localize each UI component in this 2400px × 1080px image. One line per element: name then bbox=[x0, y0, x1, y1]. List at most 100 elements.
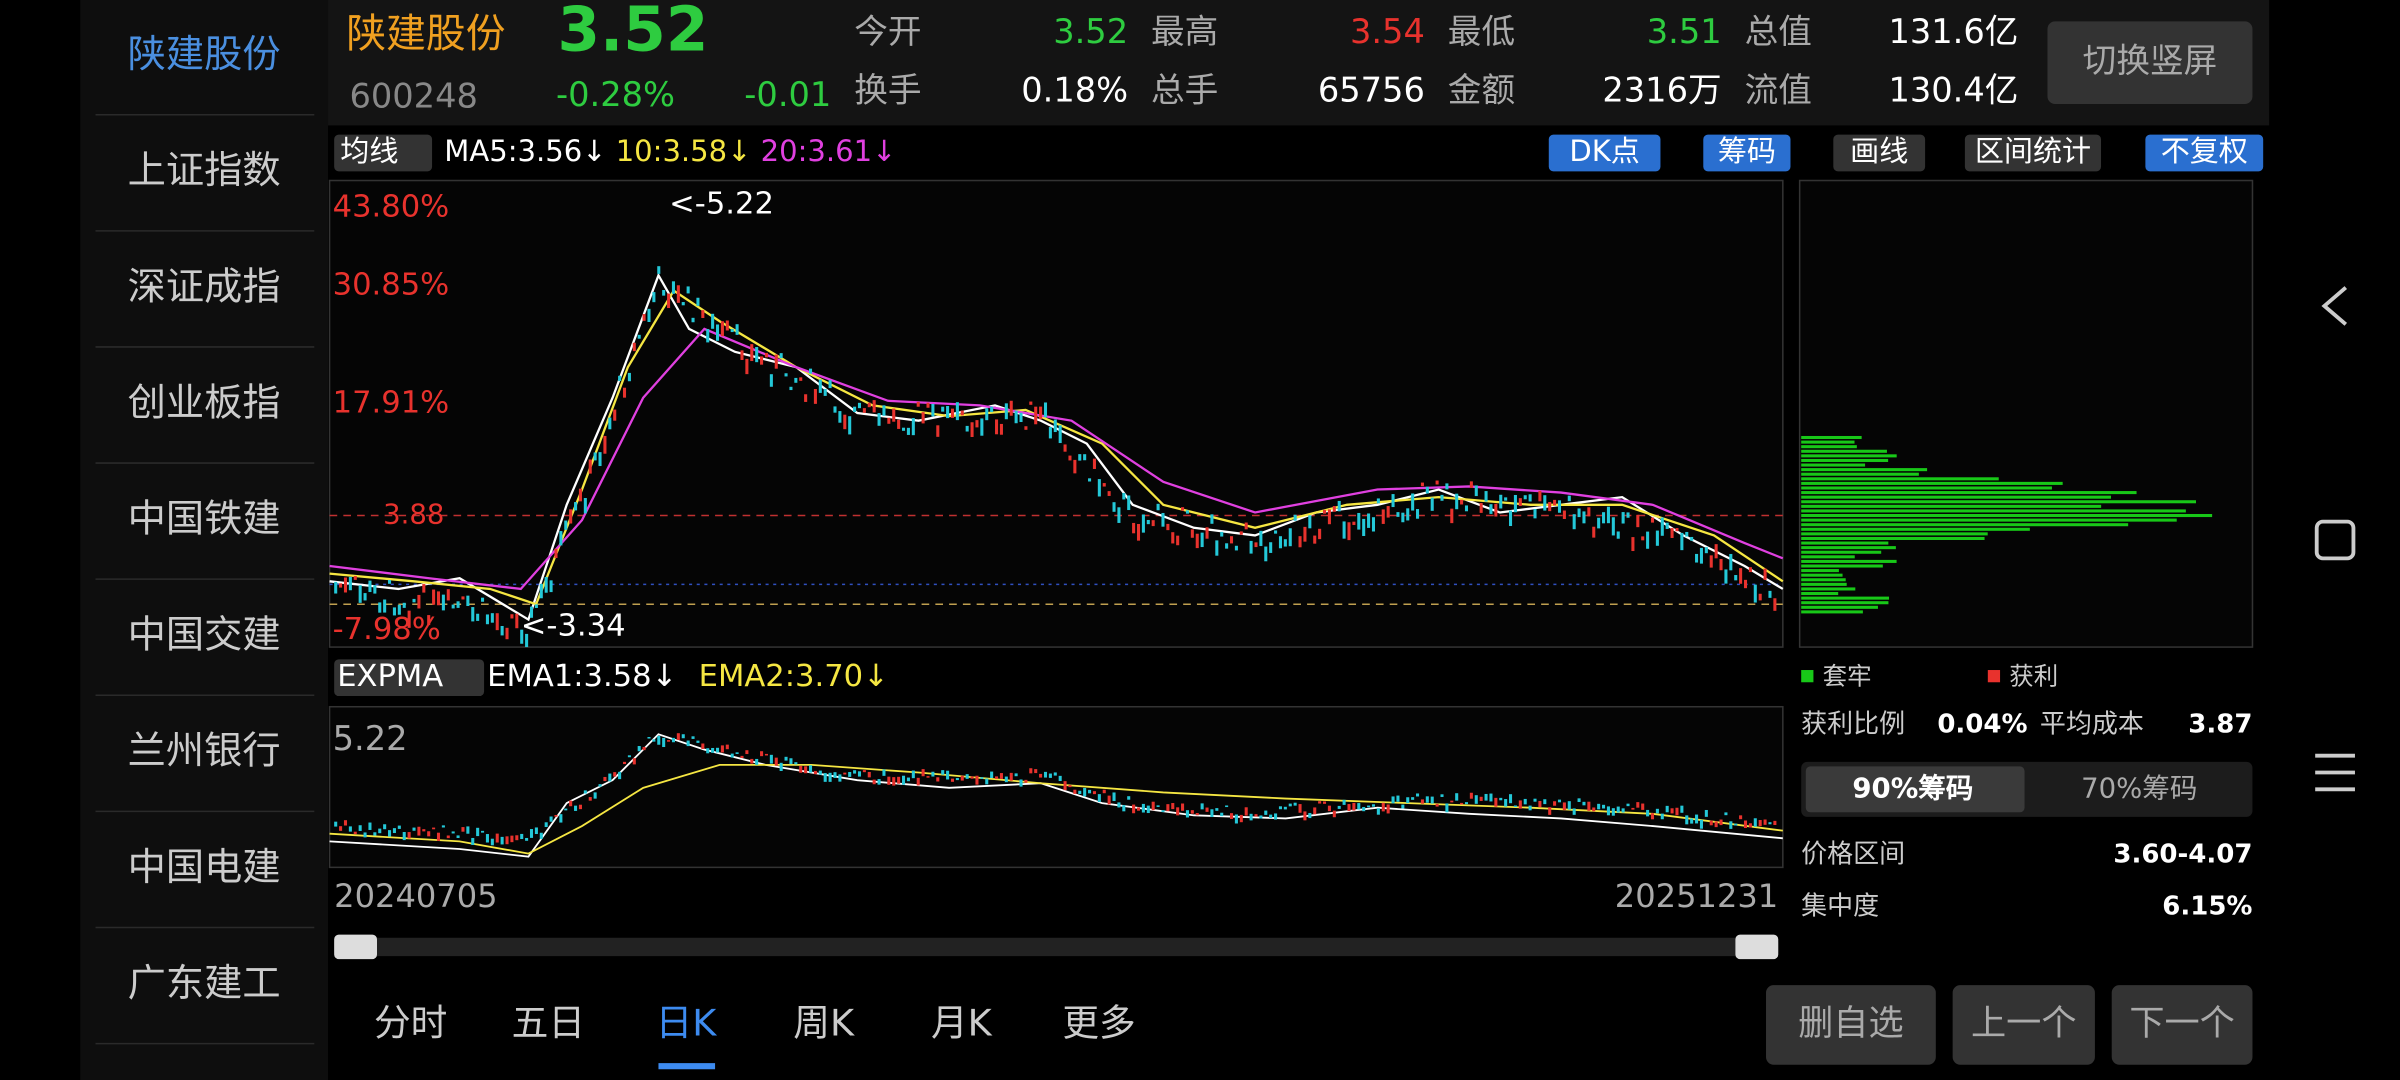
scroll-handle[interactable] bbox=[1735, 934, 1779, 960]
sidebar bbox=[80, 0, 329, 1080]
candle bbox=[1161, 512, 1165, 527]
tool-button[interactable] bbox=[1964, 134, 2102, 172]
candle bbox=[1587, 507, 1591, 517]
candle bbox=[412, 598, 416, 603]
candle bbox=[1278, 536, 1282, 549]
candle bbox=[1739, 568, 1743, 584]
candle bbox=[1460, 499, 1464, 505]
candle bbox=[1019, 779, 1023, 787]
candle bbox=[339, 826, 343, 831]
candle bbox=[1729, 821, 1733, 829]
candle bbox=[681, 302, 685, 306]
candle bbox=[1269, 542, 1273, 553]
candle bbox=[603, 776, 607, 782]
tab-active[interactable] bbox=[1805, 766, 2025, 813]
sidebar-item: 中国交建 bbox=[128, 614, 281, 658]
candle bbox=[1073, 459, 1077, 474]
bottom-tab[interactable]: 五日 bbox=[512, 1001, 585, 1044]
legend-swatch bbox=[1987, 670, 2001, 683]
candle bbox=[936, 425, 940, 437]
candle bbox=[897, 776, 901, 784]
candle bbox=[960, 410, 964, 416]
candle bbox=[1572, 808, 1576, 815]
candle bbox=[774, 354, 778, 369]
bottom-tab[interactable]: 更多 bbox=[1062, 1001, 1135, 1044]
candle bbox=[1386, 804, 1390, 814]
candle bbox=[1411, 493, 1415, 511]
candle bbox=[388, 830, 392, 837]
scroll-handle[interactable] bbox=[334, 934, 377, 960]
candle bbox=[950, 778, 955, 782]
candle bbox=[559, 814, 563, 823]
candle bbox=[1347, 522, 1351, 541]
bottom-tab[interactable]: 日K bbox=[656, 1001, 718, 1044]
candle bbox=[1269, 814, 1273, 818]
candle bbox=[1362, 806, 1366, 812]
candle bbox=[1254, 814, 1258, 817]
bottom-tab[interactable]: 周K bbox=[793, 1001, 855, 1044]
candle bbox=[520, 833, 524, 840]
candle bbox=[1758, 820, 1762, 827]
candle bbox=[813, 770, 817, 775]
candle bbox=[808, 765, 813, 773]
candle bbox=[603, 435, 607, 454]
candle bbox=[1504, 799, 1508, 807]
indicator-select[interactable] bbox=[334, 134, 433, 172]
chip-bar bbox=[1801, 472, 1919, 476]
axis-label: 5.22 bbox=[333, 719, 408, 758]
candle bbox=[1318, 528, 1322, 540]
candle bbox=[1690, 818, 1694, 824]
tool-button[interactable] bbox=[1703, 134, 1791, 172]
candle bbox=[1274, 813, 1278, 820]
candle bbox=[887, 776, 891, 785]
menu-button[interactable] bbox=[2315, 753, 2355, 792]
stock-price: 3.52 bbox=[558, 0, 709, 65]
candle bbox=[574, 502, 578, 511]
action-button[interactable] bbox=[2111, 985, 2253, 1065]
candle bbox=[804, 394, 808, 402]
sidebar-item: 广东建工 bbox=[128, 962, 281, 1006]
bottom-tab[interactable]: 分时 bbox=[374, 1001, 447, 1044]
chip-bar bbox=[1801, 573, 1843, 577]
candle bbox=[471, 837, 475, 845]
scroll-track[interactable] bbox=[334, 937, 1779, 957]
candle bbox=[1078, 790, 1082, 794]
candle bbox=[1577, 508, 1581, 518]
tool-button[interactable] bbox=[1548, 134, 1661, 172]
candle bbox=[1117, 802, 1121, 808]
action-button[interactable] bbox=[1952, 985, 2095, 1065]
back-button[interactable] bbox=[2321, 286, 2348, 326]
bottom-tab[interactable]: 月K bbox=[931, 1001, 993, 1044]
candle bbox=[857, 402, 862, 409]
candle bbox=[1229, 536, 1234, 544]
candle bbox=[578, 488, 582, 502]
candle bbox=[583, 790, 587, 794]
candle bbox=[1200, 803, 1204, 810]
candle bbox=[1655, 808, 1659, 814]
candle bbox=[432, 827, 436, 830]
home-button[interactable] bbox=[2314, 519, 2356, 561]
chip-bar bbox=[1801, 605, 1878, 609]
action-button[interactable] bbox=[1766, 985, 1936, 1065]
candle bbox=[892, 777, 896, 786]
indicator-select[interactable] bbox=[334, 659, 485, 697]
candle bbox=[466, 826, 470, 834]
candle bbox=[897, 419, 901, 429]
date-label: 20240705 bbox=[334, 877, 497, 915]
candle bbox=[1337, 500, 1341, 512]
candle bbox=[1092, 791, 1096, 795]
candle bbox=[818, 379, 822, 393]
candle bbox=[1308, 515, 1312, 529]
candle bbox=[1220, 531, 1224, 537]
axis-label: 30.85% bbox=[333, 268, 450, 303]
candle bbox=[794, 762, 798, 765]
candle bbox=[1288, 803, 1292, 807]
header-bar bbox=[328, 0, 2270, 126]
candle bbox=[397, 825, 401, 829]
tool-button[interactable] bbox=[1833, 134, 1926, 172]
candle bbox=[715, 324, 720, 341]
button[interactable] bbox=[2047, 21, 2253, 105]
candle bbox=[1014, 773, 1018, 777]
chip-bar bbox=[1801, 481, 2063, 485]
tool-button[interactable] bbox=[2145, 134, 2264, 172]
